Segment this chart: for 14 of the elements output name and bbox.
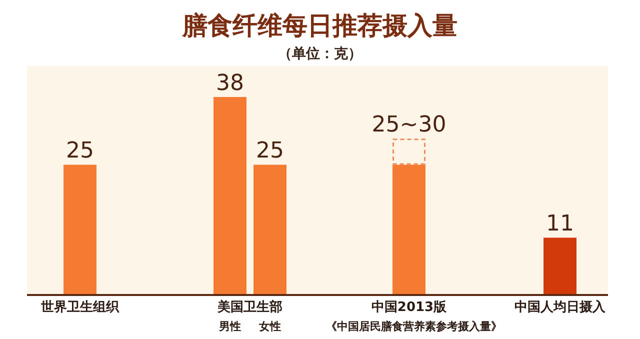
data-label: 25~30	[372, 112, 446, 138]
x-tick-label: 中国2013版	[371, 300, 448, 315]
x-tick-label: 中国人均日摄入	[514, 299, 606, 315]
data-label: 25	[256, 138, 284, 164]
chart-subtitle: （单位：克）	[278, 46, 362, 62]
data-label: 38	[216, 71, 244, 96]
chart-title: 膳食纤维每日推荐摄入量	[182, 11, 458, 40]
text: 美国卫生部	[216, 299, 282, 315]
x-tick-label: 世界卫生组织	[40, 300, 120, 315]
text: 《中国居民膳食营养素参考摄入量》	[326, 320, 502, 333]
x-tick-label: 男性	[218, 320, 241, 333]
x-tick-label: 女性	[258, 320, 281, 333]
data-label: 11	[546, 212, 574, 237]
data-label: 25	[66, 138, 94, 164]
